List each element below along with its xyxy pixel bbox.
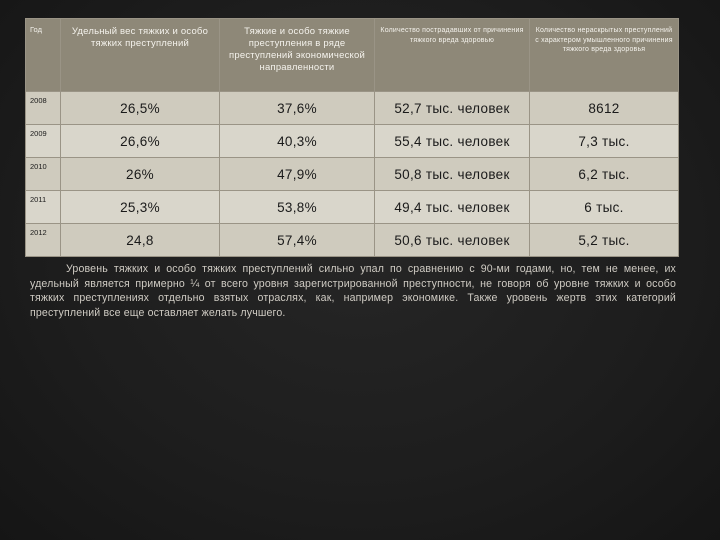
summary-paragraph: Уровень тяжких и особо тяжких преступлен… bbox=[30, 263, 676, 319]
row-share: 26,5% bbox=[60, 91, 220, 125]
header-victims: Количество пострадавших от причинения тя… bbox=[374, 18, 530, 92]
header-share-text: Удельный вес тяжких и особо тяжких прест… bbox=[71, 26, 209, 49]
table-row: 2009 26,6% 40,3% 55,4 тыс. человек 7,3 т… bbox=[25, 124, 679, 158]
row-year: 2012 bbox=[25, 223, 61, 257]
row-year: 2010 bbox=[25, 157, 61, 191]
table-row: 2011 25,3% 53,8% 49,4 тыс. человек 6 тыс… bbox=[25, 190, 679, 224]
row-share: 24,8 bbox=[60, 223, 220, 257]
row-economic: 40,3% bbox=[219, 124, 375, 158]
row-year: 2009 bbox=[25, 124, 61, 158]
header-unsolved-text: Количество нераскрытых преступлений с ха… bbox=[535, 27, 673, 53]
row-economic: 47,9% bbox=[219, 157, 375, 191]
row-victims: 55,4 тыс. человек bbox=[374, 124, 530, 158]
row-share: 26,6% bbox=[60, 124, 220, 158]
row-economic: 37,6% bbox=[219, 91, 375, 125]
row-year: 2008 bbox=[25, 91, 61, 125]
table-row: 2012 24,8 57,4% 50,6 тыс. человек 5,2 ты… bbox=[25, 223, 679, 257]
row-unsolved: 7,3 тыс. bbox=[529, 124, 679, 158]
row-year: 2011 bbox=[25, 190, 61, 224]
row-unsolved: 5,2 тыс. bbox=[529, 223, 679, 257]
header-victims-text: Количество пострадавших от причинения тя… bbox=[380, 27, 524, 44]
row-victims: 50,8 тыс. человек bbox=[374, 157, 530, 191]
row-victims: 50,6 тыс. человек bbox=[374, 223, 530, 257]
table-row: 2008 26,5% 37,6% 52,7 тыс. человек 8612 bbox=[25, 91, 679, 125]
crime-statistics-table: Год Удельный вес тяжких и особо тяжких п… bbox=[25, 18, 679, 257]
header-economic-text: Тяжкие и особо тяжкие преступления в ряд… bbox=[229, 26, 365, 73]
row-economic: 53,8% bbox=[219, 190, 375, 224]
row-victims: 49,4 тыс. человек bbox=[374, 190, 530, 224]
row-economic: 57,4% bbox=[219, 223, 375, 257]
row-unsolved: 8612 bbox=[529, 91, 679, 125]
table-row: 2010 26% 47,9% 50,8 тыс. человек 6,2 тыс… bbox=[25, 157, 679, 191]
table-header-row: Год Удельный вес тяжких и особо тяжких п… bbox=[25, 18, 679, 92]
row-unsolved: 6,2 тыс. bbox=[529, 157, 679, 191]
row-share: 25,3% bbox=[60, 190, 220, 224]
row-victims: 52,7 тыс. человек bbox=[374, 91, 530, 125]
row-share: 26% bbox=[60, 157, 220, 191]
header-share: Удельный вес тяжких и особо тяжких прест… bbox=[60, 18, 220, 92]
header-year: Год bbox=[25, 18, 61, 92]
header-economic: Тяжкие и особо тяжкие преступления в ряд… bbox=[219, 18, 375, 92]
header-unsolved: Количество нераскрытых преступлений с ха… bbox=[529, 18, 679, 92]
row-unsolved: 6 тыс. bbox=[529, 190, 679, 224]
